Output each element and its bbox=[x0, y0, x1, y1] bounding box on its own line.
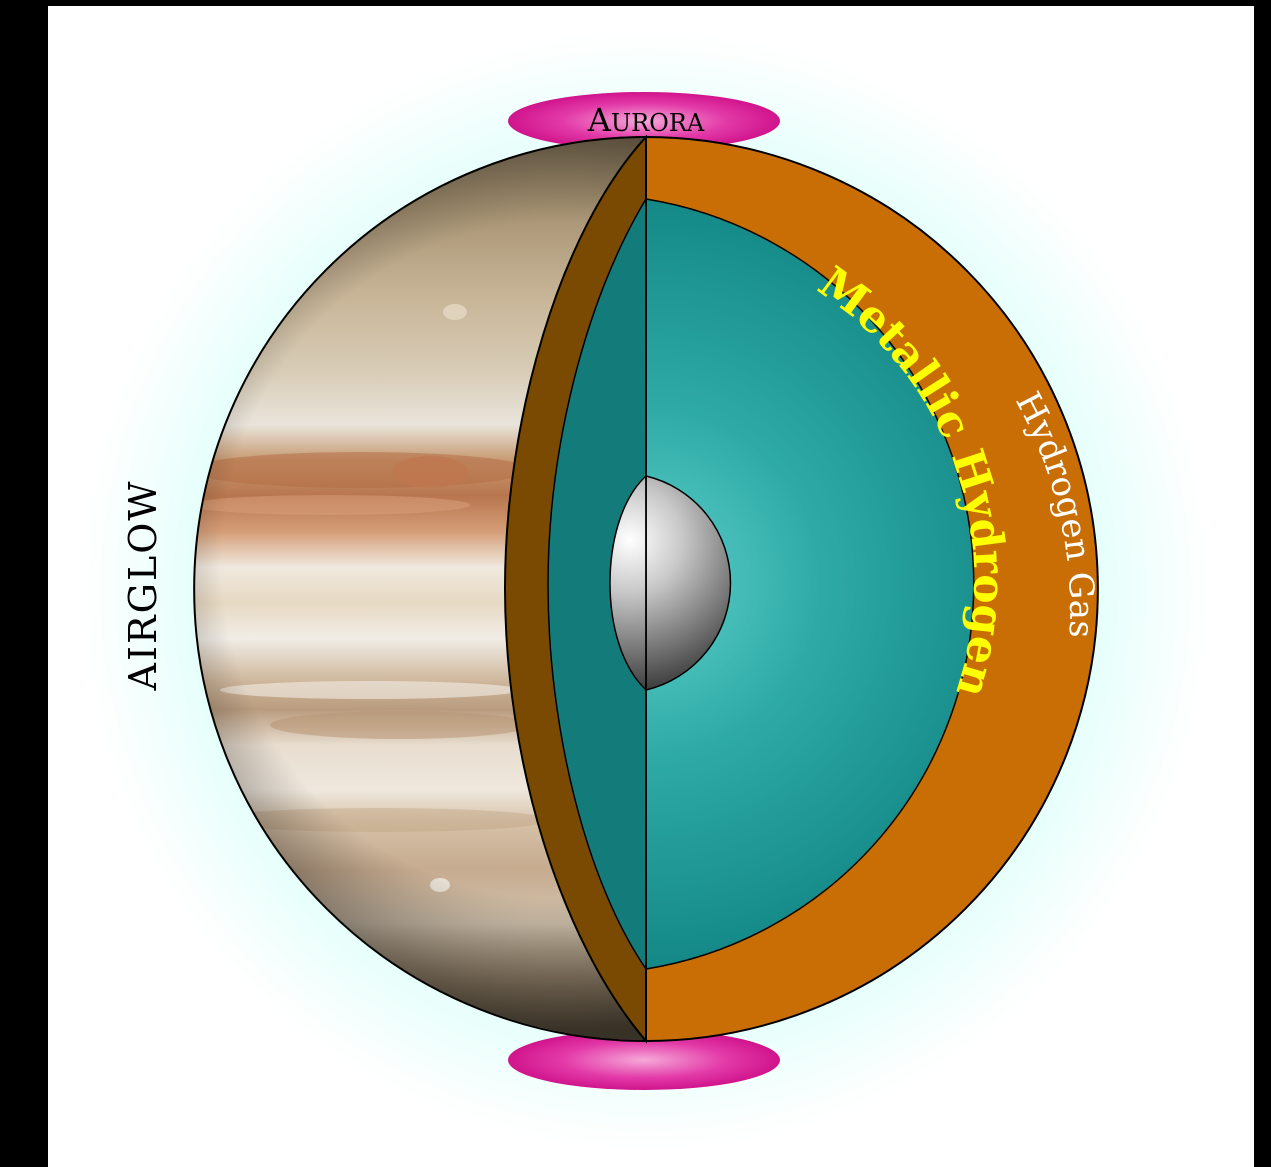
rocky-core bbox=[645, 475, 732, 691]
aurora-label: AURORA bbox=[587, 101, 705, 139]
metallic-hydrogen-cut-face bbox=[547, 196, 647, 972]
metallic-hydrogen-layer bbox=[645, 198, 975, 970]
aurora-bottom-oval bbox=[508, 1030, 780, 1090]
airglow-label: AIRGLOW bbox=[121, 480, 165, 692]
aurora-top-oval bbox=[508, 92, 780, 150]
planet-limb-outline bbox=[193, 136, 647, 1042]
rocky-core-cut-face bbox=[609, 474, 647, 692]
